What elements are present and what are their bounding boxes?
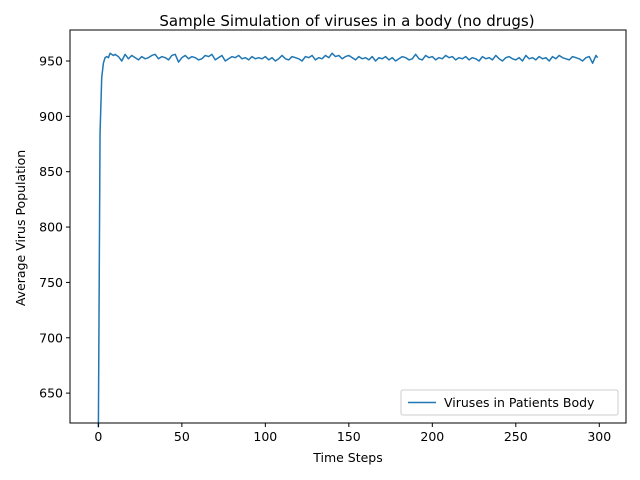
legend: Viruses in Patients Body	[400, 389, 619, 416]
chart-title: Sample Simulation of viruses in a body (…	[159, 12, 534, 30]
x-tick-label: 300	[587, 429, 611, 444]
y-tick-label: 950	[39, 53, 63, 68]
y-axis-ticks: 650 700 750 800 850 900 950	[39, 53, 70, 401]
y-tick-label: 900	[39, 109, 63, 124]
x-tick-label: 50	[174, 429, 190, 444]
x-tick-label: 150	[337, 429, 361, 444]
x-axis-ticks: 0 50 100 150 200 250 300	[94, 423, 611, 444]
legend-box	[400, 389, 619, 416]
y-tick-label: 850	[39, 164, 63, 179]
x-tick-label: 250	[504, 429, 528, 444]
series-line-viruses-in-patients-body	[97, 52, 599, 428]
y-tick-label: 650	[39, 386, 63, 401]
x-tick-label: 200	[420, 429, 444, 444]
y-tick-label: 800	[39, 220, 63, 235]
y-axis-label: Average Virus Population	[13, 150, 28, 306]
x-axis-label: Time Steps	[312, 450, 383, 465]
x-tick-label: 100	[253, 429, 277, 444]
y-tick-label: 750	[39, 275, 63, 290]
legend-entry-label: Viruses in Patients Body	[444, 395, 595, 410]
x-tick-label: 0	[94, 429, 102, 444]
plot-background	[70, 30, 626, 423]
y-tick-label: 700	[39, 330, 63, 345]
plot-frame	[69, 29, 627, 424]
plot-area	[69, 29, 627, 428]
